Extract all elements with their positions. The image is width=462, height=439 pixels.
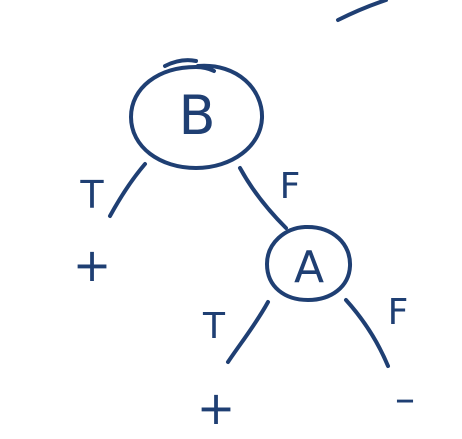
node-b-label: B [178, 84, 215, 147]
leaf-b-true: + [73, 238, 112, 292]
edge-b-true-label: T [79, 173, 104, 217]
edge-a-false [344, 298, 390, 368]
node-b-circle-overdraw [163, 58, 198, 68]
node-a-circle [265, 224, 353, 302]
edge-b-false-label: F [280, 166, 301, 207]
leaf-a-false: – [395, 376, 415, 422]
leaf-a-true: + [197, 381, 236, 435]
node-b-circle [129, 63, 265, 170]
node-a: A [265, 224, 353, 302]
edge-b-false [238, 166, 288, 230]
edge-a-true-label: T [202, 306, 226, 347]
edge-a-true [226, 300, 270, 364]
node-a-label: A [294, 242, 324, 293]
edge-a-false-label: F [388, 292, 409, 333]
node-b: B [129, 58, 265, 170]
stray-pen-stroke [336, 0, 388, 22]
edge-b-true [108, 162, 147, 218]
